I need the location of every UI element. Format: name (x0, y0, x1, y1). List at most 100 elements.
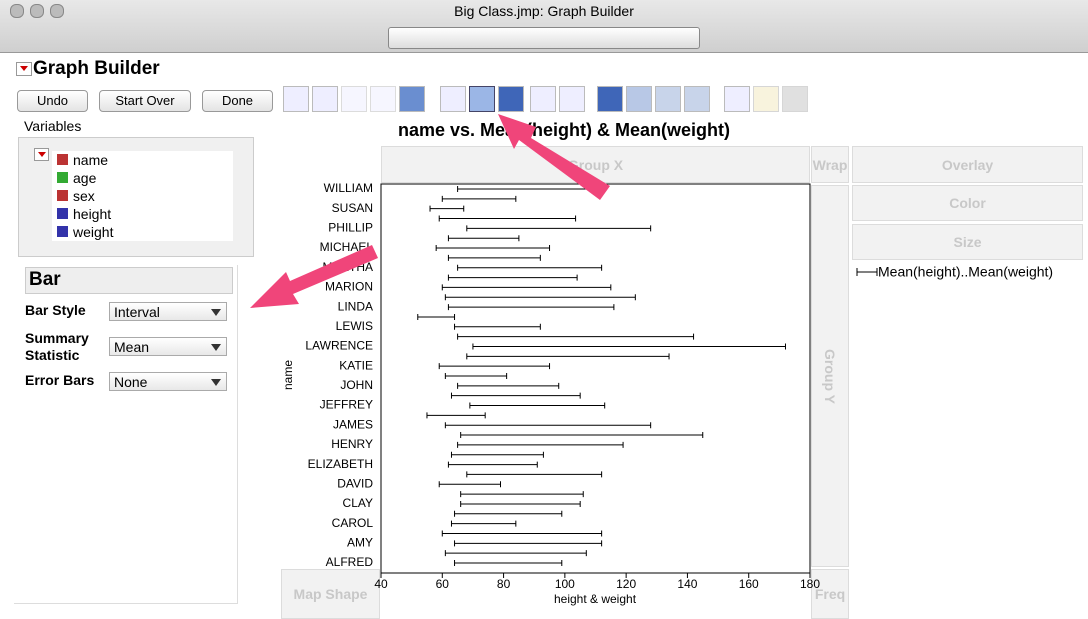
interval (444, 294, 636, 301)
interval (454, 560, 563, 566)
setting-label: Summary Statistic (25, 330, 89, 363)
interval (447, 461, 538, 468)
interval (466, 225, 652, 232)
setting-select[interactable]: Mean (109, 337, 227, 356)
variable-icon (57, 208, 68, 219)
mosaic-icon[interactable] (684, 86, 710, 112)
y-tick-label: CLAY (343, 496, 373, 510)
legend-label: Mean(height)..Mean(weight) (878, 264, 1053, 280)
variable-icon (57, 226, 68, 237)
interval (444, 373, 508, 379)
variable-icon (57, 154, 68, 165)
interval (444, 422, 652, 429)
variable-item[interactable]: age (73, 170, 97, 186)
variable-item[interactable]: sex (73, 188, 95, 204)
y-tick-label: ELIZABETH (308, 457, 373, 471)
interval (444, 550, 587, 557)
chart-title: name vs. Mean(height) & Mean(weight) (398, 120, 730, 140)
y-tick-label: LEWIS (336, 319, 373, 333)
interval (457, 441, 624, 448)
y-tick-label: AMY (347, 535, 373, 549)
interval (447, 235, 520, 242)
setting-label: Error Bars (25, 372, 95, 388)
formula-icon[interactable] (753, 86, 779, 112)
caption-icon[interactable] (724, 86, 750, 112)
density-icon[interactable] (399, 86, 425, 112)
y-tick-label: JOHN (340, 378, 373, 392)
freq-zone[interactable]: Freq (811, 569, 849, 619)
tool-palette[interactable] (388, 27, 700, 49)
heatmap-icon[interactable] (597, 86, 623, 112)
interval (417, 313, 456, 320)
wrap-zone[interactable]: Wrap (811, 146, 849, 183)
overlay-zone[interactable]: Overlay (852, 146, 1083, 183)
treemap-icon[interactable] (655, 86, 681, 112)
interval (438, 481, 502, 488)
interval (438, 363, 551, 370)
x-axis-label: height & weight (554, 592, 637, 606)
y-tick-label: MARTHA (323, 260, 373, 274)
y-tick-label: MICHAEL (320, 240, 374, 254)
interval (457, 186, 603, 192)
y-tick-label: JEFFREY (320, 398, 373, 412)
y-tick-label: KATIE (339, 358, 373, 372)
close-button[interactable] (10, 4, 24, 18)
y-tick-label: MARION (325, 280, 373, 294)
variable-item[interactable]: weight (73, 224, 114, 240)
y-tick-label: HENRY (331, 437, 373, 451)
interval (447, 304, 615, 311)
y-tick-label: LAWRENCE (305, 339, 373, 353)
interval (472, 343, 786, 350)
box-icon[interactable] (530, 86, 556, 112)
interval (441, 195, 517, 202)
variable-item[interactable]: name (73, 152, 109, 168)
color-zone[interactable]: Color (852, 185, 1083, 221)
undo-button[interactable]: Undo (17, 90, 88, 112)
y-tick-label: ALFRED (326, 555, 374, 569)
setting-select[interactable]: Interval (109, 302, 227, 321)
map-icon[interactable] (782, 86, 808, 112)
y-tick-label: JAMES (333, 417, 373, 431)
bar-icon[interactable] (469, 86, 495, 112)
interval (441, 530, 603, 537)
group-y-zone[interactable]: Group Y (811, 185, 849, 567)
interval (435, 245, 551, 252)
variable-item[interactable]: height (73, 206, 112, 222)
x-tick-label: 140 (677, 577, 697, 591)
y-tick-label: CAROL (332, 516, 374, 530)
pie-icon[interactable] (626, 86, 652, 112)
interval (450, 392, 581, 399)
line-icon[interactable] (440, 86, 466, 112)
variables-menu[interactable] (34, 148, 49, 161)
variables-label: Variables (24, 118, 82, 134)
y-tick-label: DAVID (337, 476, 373, 490)
ellipse-icon[interactable] (341, 86, 367, 112)
done-button[interactable]: Done (202, 90, 273, 112)
start-over-button[interactable]: Start Over (99, 90, 191, 112)
interval (454, 323, 541, 330)
interval (447, 254, 541, 261)
setting-label: Bar Style (25, 302, 86, 318)
interval (457, 264, 603, 271)
interval (457, 382, 560, 389)
contour-icon[interactable] (370, 86, 396, 112)
histogram-icon[interactable] (559, 86, 585, 112)
interval (447, 274, 578, 281)
window-title: Big Class.jmp: Graph Builder (454, 3, 634, 19)
y-axis-label: name (281, 360, 295, 390)
map-shape-zone[interactable]: Map Shape (281, 569, 380, 619)
interval (441, 284, 612, 291)
smoother-icon[interactable] (312, 86, 338, 112)
size-zone[interactable]: Size (852, 224, 1083, 260)
zoom-button[interactable] (50, 4, 64, 18)
setting-select[interactable]: None (109, 372, 227, 391)
y-tick-label: PHILLIP (328, 221, 373, 235)
x-tick-label: 40 (374, 577, 388, 591)
outline-menu[interactable] (16, 62, 32, 76)
minimize-button[interactable] (30, 4, 44, 18)
area-icon[interactable] (498, 86, 524, 112)
interval (469, 402, 606, 409)
interval (450, 451, 544, 458)
points-icon[interactable] (283, 86, 309, 112)
